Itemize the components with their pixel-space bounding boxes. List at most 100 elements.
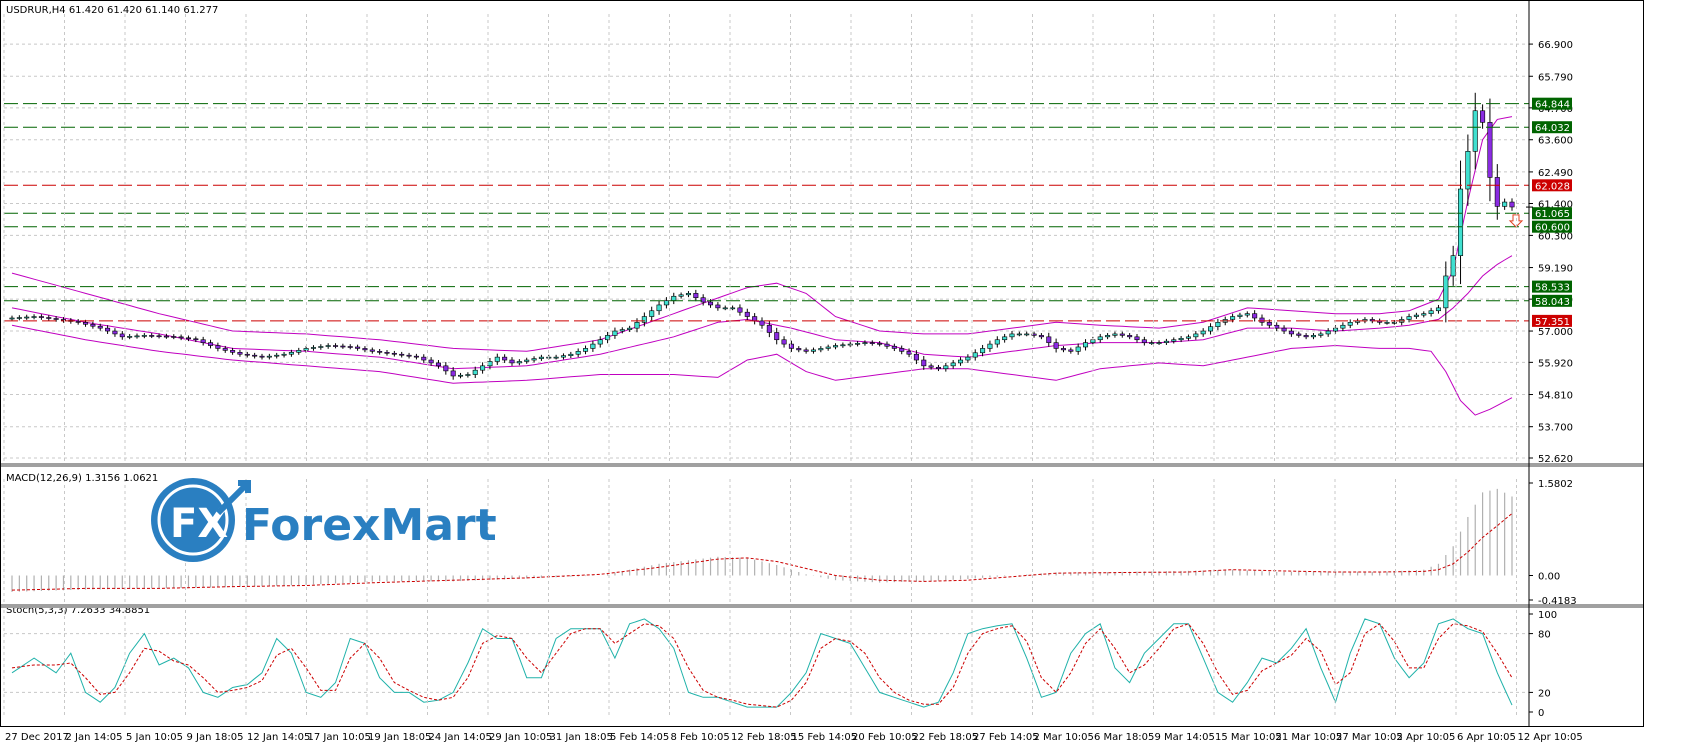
candle-body	[1083, 342, 1089, 348]
candle-body	[53, 318, 59, 320]
candle-body	[384, 351, 390, 354]
candle-body	[112, 330, 118, 335]
price-tick-label: 52.620	[1538, 454, 1573, 465]
price-tick-label: 55.920	[1538, 358, 1573, 369]
bollinger-lower-band	[11, 324, 1513, 416]
macd-tick-label: -0.4183	[1538, 596, 1577, 607]
time-tick-label: 9 Jan 18:05	[187, 732, 244, 743]
candle-body	[193, 338, 199, 341]
candle-body	[1303, 335, 1309, 338]
candle-body	[612, 330, 618, 336]
candle-body	[163, 335, 169, 338]
candle-body	[1149, 342, 1155, 344]
candle-body	[1134, 336, 1140, 341]
chart-frame	[0, 0, 1644, 727]
candle-body	[1178, 337, 1184, 341]
candle-body	[1038, 335, 1044, 338]
level-tag-label: 58.533	[1535, 283, 1570, 294]
candle-body	[1053, 342, 1059, 349]
stochastic-pane[interactable]: 100 80 20 0	[4, 610, 1557, 719]
stoch-tick-label: 80	[1538, 630, 1551, 641]
candle-body	[943, 365, 949, 370]
candle-body	[1105, 335, 1111, 338]
forexmart-logo: FX ForexMart	[151, 478, 497, 562]
price-tick-label: 53.700	[1538, 423, 1573, 434]
stoch-tick-label: 100	[1538, 610, 1557, 621]
candle-body	[340, 345, 346, 348]
candle-body	[862, 342, 868, 344]
logo-arrow-icon	[215, 480, 251, 516]
candle-body	[178, 336, 184, 339]
candle-body	[1428, 310, 1434, 314]
candle-body	[46, 317, 52, 319]
candle-body	[252, 354, 258, 357]
candle-body	[1009, 333, 1015, 338]
candle-body	[230, 350, 236, 353]
candle-body	[663, 300, 669, 306]
candle-body	[1333, 327, 1339, 332]
time-tick-label: 5 Feb 14:05	[610, 732, 669, 743]
candle-body	[171, 336, 177, 338]
level-tag	[1532, 97, 1572, 110]
candle-body	[516, 361, 522, 364]
level-tag-label: 61.065	[1535, 209, 1570, 220]
price-tick-label: 63.600	[1538, 136, 1573, 147]
candle-body	[1112, 333, 1118, 336]
candle-body	[1002, 336, 1008, 341]
candle-body	[715, 304, 721, 309]
time-tick-label: 19 Jan 18:05	[368, 732, 431, 743]
candle-body	[222, 348, 228, 351]
candle-body	[1266, 322, 1272, 326]
time-tick-label: 24 Jan 14:05	[429, 732, 492, 743]
time-tick-label: 31 Jan 18:05	[550, 732, 613, 743]
candle-body	[1230, 316, 1236, 320]
candle-body	[560, 355, 566, 358]
candle-body	[1171, 339, 1177, 342]
candle-body	[818, 348, 824, 351]
candle-body	[494, 356, 500, 362]
macd-stoch-separator	[1, 604, 1643, 608]
time-tick-label: 27 Mar 10:05	[1336, 732, 1403, 743]
time-tick-label: 29 Jan 10:05	[489, 732, 552, 743]
candle-body	[877, 343, 883, 345]
candle-body	[281, 353, 287, 356]
level-tag	[1532, 220, 1572, 233]
candle-body	[685, 293, 691, 296]
candle-body	[619, 329, 625, 332]
candle-body	[391, 352, 397, 355]
candle-body	[730, 307, 736, 310]
time-tick-label: 12 Jan 14:05	[247, 732, 310, 743]
time-tick-label: 2 Jan 14:05	[66, 732, 123, 743]
candle-body	[1237, 314, 1243, 317]
price-tick-label: 60.300	[1538, 231, 1573, 242]
price-tick-label: 62.490	[1538, 168, 1573, 179]
candle-body	[1391, 322, 1397, 324]
candle-body	[1163, 340, 1169, 343]
candle-body	[310, 347, 316, 349]
candle-body	[1413, 314, 1419, 317]
level-tag-label: 57.351	[1535, 317, 1570, 328]
price-tick-label: 54.810	[1538, 391, 1573, 402]
candle-body	[590, 343, 596, 349]
candle-body	[803, 349, 809, 352]
candle-body	[288, 351, 294, 355]
candle-body	[1443, 275, 1449, 309]
time-tick-label: 8 Feb 10:05	[671, 732, 730, 743]
macd-pane[interactable]: 1.5802 0.00 -0.4183	[11, 479, 1577, 607]
candle-body	[884, 343, 890, 347]
candle-body	[296, 350, 302, 353]
candle-body	[987, 343, 993, 349]
price-tick-label: 59.190	[1538, 264, 1573, 275]
candle-body	[435, 362, 441, 367]
candle-body	[781, 339, 787, 345]
price-pane[interactable]: 66.90065.79064.70063.60062.49061.40060.3…	[4, 40, 1573, 465]
stoch-tick-label: 0	[1538, 708, 1544, 719]
candle-body	[369, 349, 375, 352]
candle-body	[1465, 151, 1471, 190]
candle-body	[641, 316, 647, 323]
time-tick-label: 20 Feb 10:05	[852, 732, 918, 743]
candle-body	[744, 311, 750, 317]
candle-body	[1031, 333, 1037, 336]
logo-badge	[151, 478, 235, 562]
candle-body	[597, 339, 603, 345]
